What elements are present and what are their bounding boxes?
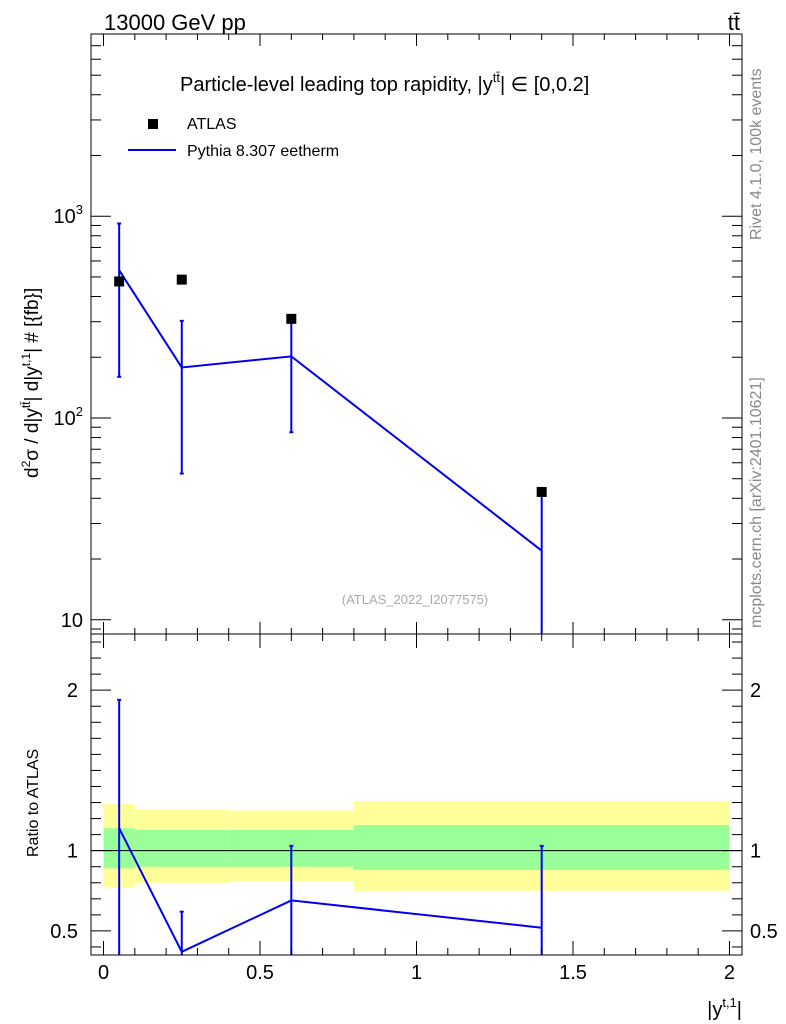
xtick-label: 1 xyxy=(411,962,422,984)
main-ylabel: d2σ / d|ytt̄| d|yt,1| # [{fb}] xyxy=(19,288,43,478)
data-point xyxy=(176,274,187,285)
xtick-label: 0.5 xyxy=(246,962,274,984)
data-point xyxy=(114,276,125,287)
header-right: tt̄ xyxy=(728,10,740,35)
legend-label-pythia: Pythia 8.307 eetherm xyxy=(187,143,339,160)
ratio-plot-frame xyxy=(90,633,743,956)
legend-label-atlas: ATLAS xyxy=(187,116,237,133)
header-left: 13000 GeV pp xyxy=(104,10,246,35)
ratio-ytick-label: 0.5 xyxy=(50,921,78,943)
data-point xyxy=(536,486,547,497)
main-title-tail: | ∈ [0,0.2] xyxy=(500,74,589,96)
ratio-ytick-label: 2 xyxy=(67,680,78,702)
ratio-marks xyxy=(117,698,544,955)
main-ytick-labels: 10 102 103 xyxy=(54,202,83,632)
ratio-ytick-labels: 0.5 0.5 1 1 2 2 xyxy=(50,680,778,943)
ratio-ytick-label-right: 2 xyxy=(750,680,761,702)
ratio-mc-line xyxy=(118,827,542,954)
ratio-ytick-label: 1 xyxy=(67,841,78,863)
legend-marker-atlas xyxy=(148,119,158,129)
main-marks xyxy=(114,222,547,634)
main-title-sup: tt̄ xyxy=(493,70,501,85)
ratio-ylabel: Ratio to ATLAS xyxy=(25,749,42,857)
main-ytick-label: 10 xyxy=(61,610,83,632)
xtick-label: 1.5 xyxy=(559,962,587,984)
mc-line xyxy=(118,269,543,552)
ratio-panel: 0.5 0.5 1 1 2 2 0 0.5 1 1.5 2 Ratio to ATLAS |yt,… xyxy=(25,633,778,1021)
main-ytick-label: 102 xyxy=(54,404,83,430)
side-label-mcplots: mcplots.cern.ch [arXiv:2401.10621] xyxy=(748,377,765,628)
main-ytick-label: 103 xyxy=(54,202,83,228)
ratio-ticks xyxy=(91,634,742,955)
ratio-ytick-label-right: 1 xyxy=(750,841,761,863)
ratio-band-stat xyxy=(134,829,229,867)
xtick-label: 0 xyxy=(98,962,109,984)
main-panel: 10 102 103 Particle-level leading top rapi… xyxy=(19,33,743,635)
legend: ATLAS Pythia 8.307 eetherm xyxy=(128,116,339,160)
ratio-clipped xyxy=(117,698,544,955)
ratio-xtick-labels: 0 0.5 1 1.5 2 xyxy=(98,962,735,984)
main-title-text: Particle-level leading top rapidity, |y xyxy=(180,74,493,96)
side-label-rivet: Rivet 4.1.0, 100k events xyxy=(748,68,765,240)
main-title: Particle-level leading top rapidity, |yt… xyxy=(180,70,589,96)
ratio-ytick-label-right: 0.5 xyxy=(750,921,778,943)
x-axis-label: |yt,1| xyxy=(707,995,742,1021)
xtick-label: 2 xyxy=(724,962,735,984)
data-point xyxy=(286,313,297,324)
analysis-watermark: (ATLAS_2022_I2077575) xyxy=(342,592,488,607)
ratio-bands xyxy=(103,800,730,891)
